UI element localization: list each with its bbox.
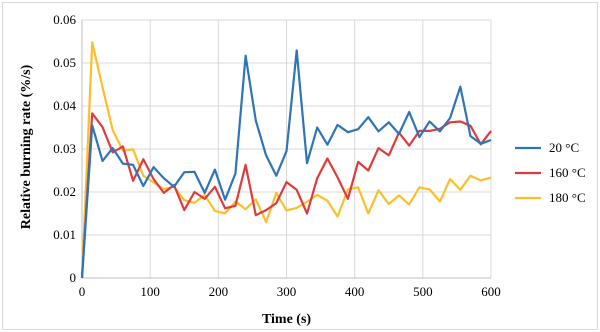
x-tick-label: 100 (140, 284, 160, 299)
x-tick-label: 200 (209, 284, 229, 299)
x-tick-label: 500 (413, 284, 433, 299)
y-tick-label: 0.03 (53, 141, 76, 156)
axes (81, 20, 491, 279)
y-axis-title: Relative burning rate (%/s) (19, 64, 34, 229)
x-tick-label: 0 (79, 284, 86, 299)
x-tick-label: 400 (345, 284, 365, 299)
burning-rate-chart: 0 0.01 0.02 0.03 0.04 0.05 0.06 0 100 200 300 400 50… (19, 12, 586, 327)
series-lines (80, 41, 492, 279)
x-tick-label: 600 (481, 284, 501, 299)
y-tick-label: 0.04 (53, 98, 76, 113)
series-line-3 (80, 41, 492, 279)
legend-label-3: 180 °C (549, 190, 586, 205)
grid-lines (82, 19, 492, 278)
legend: 20 °C 160 °C 180 °C (515, 140, 586, 205)
legend-label-1: 20 °C (549, 140, 579, 155)
x-tick-label: 300 (277, 284, 297, 299)
y-tick-label: 0.02 (53, 184, 76, 199)
y-tick-label: 0.01 (53, 227, 76, 242)
y-tick-label: 0.06 (53, 12, 76, 27)
y-tick-label: 0.05 (53, 55, 76, 70)
series-line-1 (80, 49, 492, 279)
tick-labels: 0 0.01 0.02 0.03 0.04 0.05 0.06 0 100 200 300 400 50… (53, 12, 501, 299)
x-axis-title: Time (s) (262, 312, 311, 327)
y-tick-label: 0 (70, 270, 77, 285)
legend-label-2: 160 °C (549, 165, 586, 180)
